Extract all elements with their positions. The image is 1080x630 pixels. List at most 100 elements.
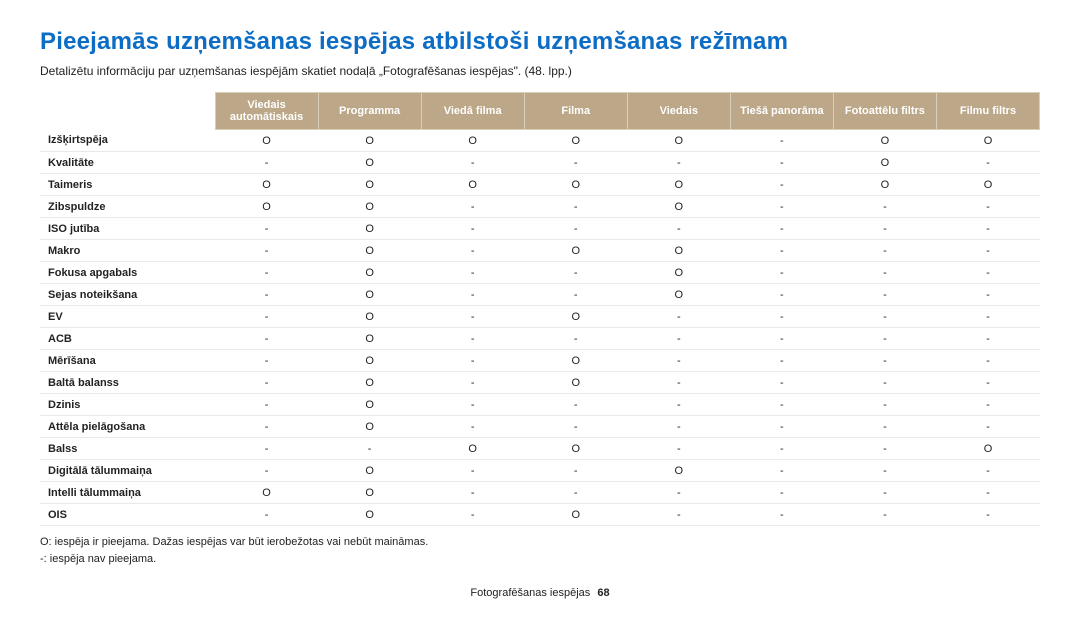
cell: - bbox=[421, 306, 524, 328]
row-label: Attēla pielāgošana bbox=[40, 416, 215, 438]
cell: - bbox=[524, 262, 627, 284]
cell: O bbox=[318, 196, 421, 218]
cell: - bbox=[936, 394, 1039, 416]
cell: O bbox=[318, 482, 421, 504]
cell: - bbox=[421, 284, 524, 306]
cell: - bbox=[421, 504, 524, 526]
col-header: Fotoattēlu filtrs bbox=[833, 93, 936, 130]
cell: O bbox=[318, 416, 421, 438]
cell: - bbox=[421, 394, 524, 416]
cell: - bbox=[627, 394, 730, 416]
legend: O: iespēja ir pieejama. Dažas iespējas v… bbox=[40, 534, 1040, 567]
table-row: Intelli tālummaiņaOO------ bbox=[40, 482, 1040, 504]
table-row: Makro-O-OO--- bbox=[40, 240, 1040, 262]
cell: O bbox=[215, 130, 318, 152]
row-label: Taimeris bbox=[40, 174, 215, 196]
row-label: Intelli tālummaiņa bbox=[40, 482, 215, 504]
cell: - bbox=[730, 394, 833, 416]
cell: - bbox=[421, 196, 524, 218]
legend-line-2: -: iespēja nav pieejama. bbox=[40, 551, 1040, 568]
cell: - bbox=[627, 218, 730, 240]
document-page: Pieejamās uzņemšanas iespējas atbilstoši… bbox=[0, 0, 1080, 599]
cell: - bbox=[421, 328, 524, 350]
cell: O bbox=[318, 284, 421, 306]
cell: - bbox=[936, 482, 1039, 504]
row-label: EV bbox=[40, 306, 215, 328]
cell: - bbox=[730, 174, 833, 196]
cell: - bbox=[833, 240, 936, 262]
legend-line-1: O: iespēja ir pieejama. Dažas iespējas v… bbox=[40, 534, 1040, 551]
row-label: Kvalitāte bbox=[40, 152, 215, 174]
cell: - bbox=[524, 482, 627, 504]
cell: O bbox=[936, 174, 1039, 196]
cell: - bbox=[936, 460, 1039, 482]
cell: - bbox=[318, 438, 421, 460]
cell: - bbox=[215, 416, 318, 438]
cell: O bbox=[318, 306, 421, 328]
row-label: ACB bbox=[40, 328, 215, 350]
page-footer: Fotografēšanas iespējas 68 bbox=[40, 587, 1040, 599]
cell: - bbox=[730, 372, 833, 394]
cell: - bbox=[833, 284, 936, 306]
cell: O bbox=[318, 328, 421, 350]
cell: - bbox=[936, 350, 1039, 372]
table-row: ACB-O------ bbox=[40, 328, 1040, 350]
cell: - bbox=[730, 218, 833, 240]
cell: - bbox=[833, 350, 936, 372]
cell: - bbox=[215, 350, 318, 372]
cell: - bbox=[421, 372, 524, 394]
cell: - bbox=[730, 350, 833, 372]
cell: - bbox=[936, 416, 1039, 438]
cell: - bbox=[524, 460, 627, 482]
cell: - bbox=[524, 284, 627, 306]
cell: O bbox=[936, 130, 1039, 152]
cell: - bbox=[524, 394, 627, 416]
cell: - bbox=[936, 306, 1039, 328]
cell: O bbox=[318, 394, 421, 416]
row-label: Zibspuldze bbox=[40, 196, 215, 218]
cell: - bbox=[936, 284, 1039, 306]
table-head: Viedais automātiskais Programma Viedā fi… bbox=[40, 93, 1040, 130]
cell: O bbox=[627, 460, 730, 482]
cell: - bbox=[936, 372, 1039, 394]
cell: O bbox=[318, 174, 421, 196]
col-header: Viedā filma bbox=[421, 93, 524, 130]
row-label: Fokusa apgabals bbox=[40, 262, 215, 284]
cell: - bbox=[936, 328, 1039, 350]
row-label: Digitālā tālummaiņa bbox=[40, 460, 215, 482]
cell: O bbox=[215, 196, 318, 218]
cell: - bbox=[730, 416, 833, 438]
cell: O bbox=[318, 240, 421, 262]
cell: O bbox=[524, 504, 627, 526]
cell: - bbox=[627, 438, 730, 460]
cell: O bbox=[936, 438, 1039, 460]
cell: - bbox=[627, 306, 730, 328]
footer-text: Fotografēšanas iespējas bbox=[470, 587, 590, 599]
cell: - bbox=[833, 460, 936, 482]
cell: O bbox=[318, 504, 421, 526]
cell: - bbox=[833, 306, 936, 328]
col-header: Viedais automātiskais bbox=[215, 93, 318, 130]
cell: O bbox=[318, 372, 421, 394]
table-row: Attēla pielāgošana-O------ bbox=[40, 416, 1040, 438]
cell: - bbox=[833, 196, 936, 218]
row-label: Balss bbox=[40, 438, 215, 460]
cell: O bbox=[627, 262, 730, 284]
options-table: Viedais automātiskais Programma Viedā fi… bbox=[40, 92, 1040, 526]
cell: - bbox=[936, 218, 1039, 240]
cell: - bbox=[936, 504, 1039, 526]
cell: - bbox=[215, 152, 318, 174]
cell: - bbox=[215, 394, 318, 416]
table-row: OIS-O-O---- bbox=[40, 504, 1040, 526]
cell: - bbox=[730, 328, 833, 350]
cell: O bbox=[627, 240, 730, 262]
row-label: Sejas noteikšana bbox=[40, 284, 215, 306]
cell: O bbox=[627, 130, 730, 152]
cell: - bbox=[627, 372, 730, 394]
cell: - bbox=[936, 196, 1039, 218]
col-header: Filmu filtrs bbox=[936, 93, 1039, 130]
cell: - bbox=[627, 328, 730, 350]
cell: - bbox=[936, 262, 1039, 284]
cell: - bbox=[215, 460, 318, 482]
cell: - bbox=[730, 240, 833, 262]
